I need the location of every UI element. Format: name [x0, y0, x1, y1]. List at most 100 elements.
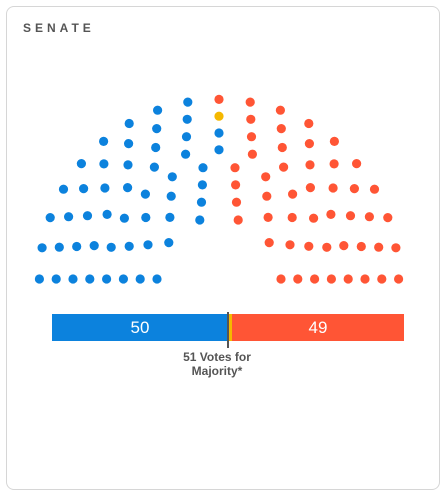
seat-dot	[143, 240, 153, 250]
bar-segment-yellow	[228, 314, 232, 341]
seat-dot	[309, 213, 319, 223]
seat-dot	[167, 172, 177, 182]
seat-dot	[99, 136, 109, 146]
seat-dot	[149, 162, 159, 172]
seat-dot	[76, 159, 86, 169]
majority-note: 51 Votes for Majority*	[147, 350, 287, 378]
seat-dot	[277, 142, 287, 153]
seat-dot	[352, 159, 362, 169]
seat-dot	[164, 238, 174, 248]
seat-dot	[275, 105, 285, 115]
seat-dot	[305, 160, 315, 170]
seat-dot	[99, 159, 109, 169]
seat-dot	[279, 162, 289, 172]
senate-card: SENATE 50 49 51 Votes for Majority*	[6, 6, 440, 490]
seat-dot	[119, 213, 129, 223]
seat-dot	[285, 240, 295, 250]
seat-dot	[195, 215, 205, 225]
seat-dot	[135, 274, 145, 284]
majority-line	[227, 312, 229, 348]
seat-dot	[37, 243, 47, 253]
seat-dot	[152, 274, 162, 284]
bar-segment-blue	[52, 314, 228, 341]
seat-dot	[326, 274, 336, 284]
seat-dot	[369, 184, 380, 194]
seat-bar: 50 49	[52, 312, 404, 348]
seat-dot	[374, 242, 384, 252]
seat-dot	[343, 274, 353, 284]
seat-dot	[166, 191, 176, 201]
seat-dot	[152, 124, 162, 134]
seat-dot	[45, 213, 55, 223]
seat-dot	[181, 132, 192, 142]
seat-dot	[247, 149, 257, 159]
seat-dot	[305, 183, 315, 193]
seat-dot	[214, 145, 224, 155]
seat-dot	[276, 274, 286, 284]
seat-dot	[197, 180, 207, 190]
seat-dot	[118, 274, 128, 284]
seat-dot	[64, 212, 74, 222]
seat-dot	[214, 111, 224, 121]
seat-dot	[72, 241, 82, 252]
seat-dot	[383, 213, 393, 223]
seat-dot	[339, 241, 349, 251]
seat-dot	[123, 183, 133, 193]
seat-dot	[293, 274, 303, 284]
seat-dot	[276, 124, 286, 134]
seat-dot	[68, 274, 78, 284]
seat-dot	[183, 97, 193, 107]
seat-dot	[329, 136, 339, 146]
seat-dot	[261, 172, 271, 182]
seat-dot	[326, 209, 336, 219]
seat-dot	[102, 209, 112, 219]
bar-label-blue: 50	[130, 318, 150, 337]
seat-dot	[263, 212, 273, 222]
seat-dot	[377, 274, 387, 284]
seat-dot	[310, 274, 320, 284]
seat-dot	[246, 132, 257, 142]
seat-dot	[124, 241, 134, 251]
seat-dot	[54, 242, 64, 252]
seat-dot	[123, 160, 133, 170]
seat-dot	[79, 184, 89, 194]
seat-dot	[82, 211, 93, 221]
seat-dot	[58, 184, 69, 194]
seat-dot	[214, 94, 224, 104]
seat-dot	[304, 139, 314, 149]
bar-label-red: 49	[308, 318, 328, 337]
seat-dot	[329, 159, 339, 169]
seat-dot	[233, 215, 243, 225]
bar-segment-red	[232, 314, 404, 341]
seat-dot	[322, 242, 332, 252]
seat-dot	[394, 274, 404, 284]
seat-dot	[262, 191, 272, 201]
seat-dot	[34, 274, 44, 284]
seat-dot	[304, 118, 314, 129]
seat-dot	[304, 241, 314, 251]
seat-dot	[391, 243, 401, 253]
seat-dot	[360, 274, 370, 284]
seat-dot	[100, 183, 110, 193]
seat-dot	[181, 149, 191, 159]
seat-dot	[153, 105, 163, 115]
card-title: SENATE	[23, 21, 95, 35]
majority-note-line2: Majority*	[191, 364, 243, 378]
seat-dot	[102, 274, 112, 284]
seat-dot	[89, 241, 99, 251]
seat-dot	[198, 163, 208, 173]
seat-dot	[345, 211, 356, 221]
seat-dot	[328, 183, 338, 193]
seat-dot	[356, 241, 366, 252]
seat-dot	[231, 180, 241, 190]
seat-dot	[165, 212, 175, 222]
seat-dot	[124, 118, 134, 129]
seat-dot	[230, 163, 240, 173]
seat-dot	[85, 274, 95, 284]
seat-dot	[264, 238, 274, 248]
seat-dot	[124, 139, 134, 149]
seat-dot	[246, 114, 256, 124]
seat-dot	[364, 212, 374, 222]
seat-dot	[245, 97, 255, 107]
seat-dot	[287, 212, 297, 223]
